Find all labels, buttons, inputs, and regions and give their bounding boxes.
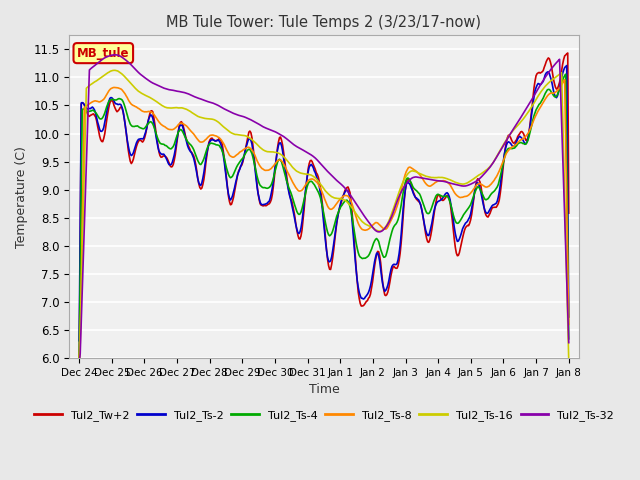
Text: MB_tule: MB_tule (77, 47, 129, 60)
Y-axis label: Temperature (C): Temperature (C) (15, 146, 28, 248)
X-axis label: Time: Time (308, 383, 339, 396)
Title: MB Tule Tower: Tule Temps 2 (3/23/17-now): MB Tule Tower: Tule Temps 2 (3/23/17-now… (166, 15, 481, 30)
Legend: Tul2_Tw+2, Tul2_Ts-2, Tul2_Ts-4, Tul2_Ts-8, Tul2_Ts-16, Tul2_Ts-32: Tul2_Tw+2, Tul2_Ts-2, Tul2_Ts-4, Tul2_Ts… (29, 406, 618, 425)
